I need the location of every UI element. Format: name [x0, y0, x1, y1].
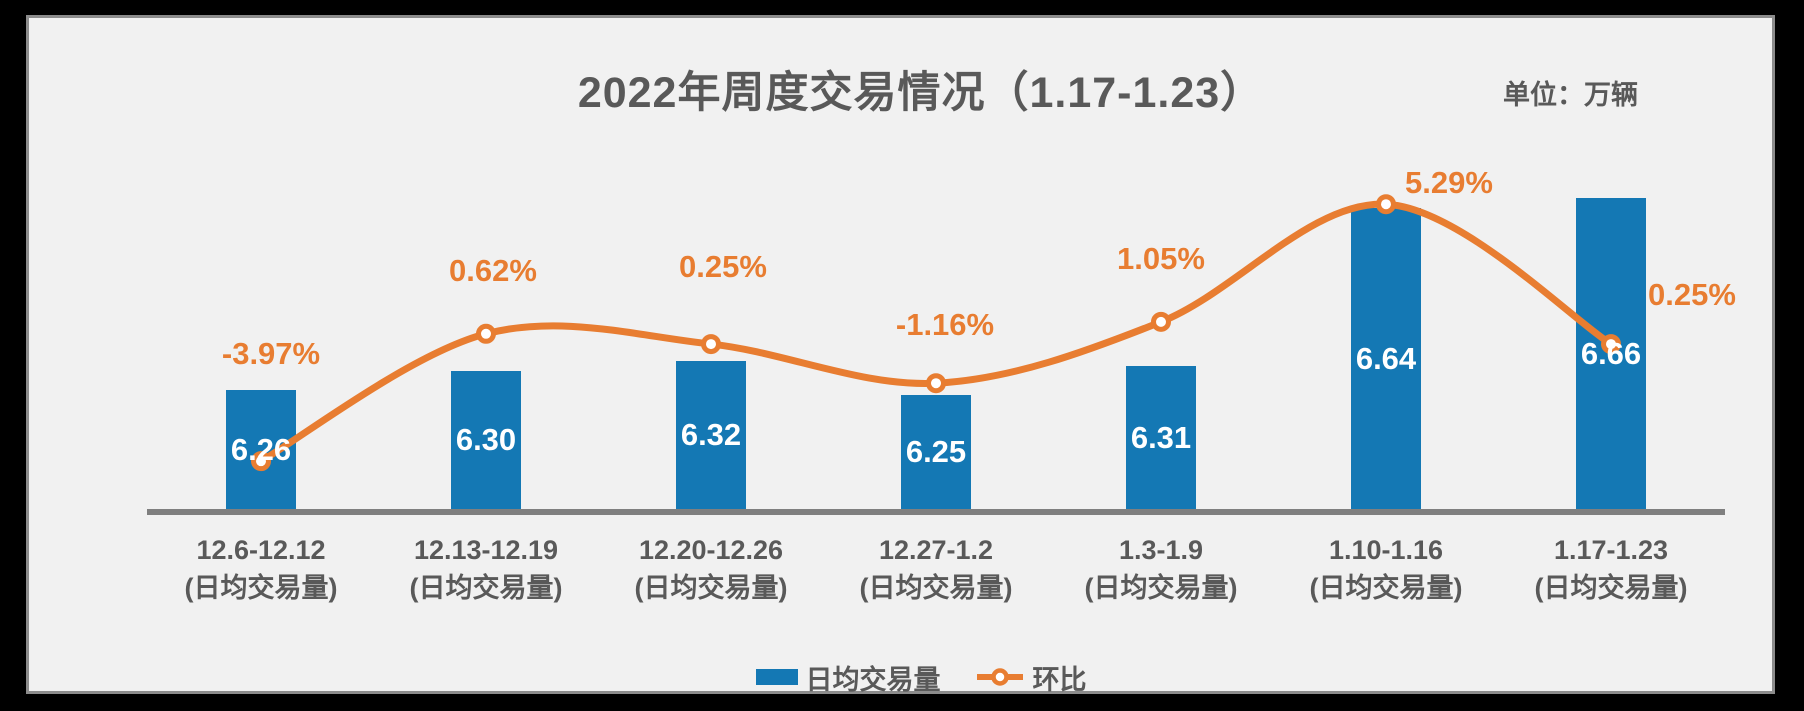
pct-change-label: 1.05%: [1117, 240, 1205, 276]
bar-value-label: 6.30: [455, 422, 517, 457]
bar-value-label: 6.66: [1580, 335, 1642, 371]
legend: 日均交易量 环比: [29, 662, 1804, 695]
x-axis-label: 12.6-12.12 (日均交易量): [131, 531, 391, 607]
legend-bar-label: 日均交易量: [805, 664, 941, 695]
pct-change-label: 5.29%: [1405, 165, 1493, 201]
line-point-marker-icon: [476, 323, 496, 344]
x-axis-label: 12.27-1.2 (日均交易量): [806, 531, 1066, 607]
chart-title: 2022年周度交易情况（1.17-1.23）: [577, 69, 1265, 117]
category-label: 12.27-1.2: [878, 535, 994, 565]
category-subtitle: (日均交易量): [859, 573, 1013, 603]
pct-change-label: -3.97%: [221, 336, 321, 372]
category-subtitle: (日均交易量): [1084, 573, 1238, 603]
bar-value-label: 6.31: [1130, 419, 1192, 455]
bar-value-label: 6.32: [680, 417, 742, 452]
pct-change-label: 0.25%: [1648, 277, 1736, 313]
category-label: 1.3-1.9: [1118, 535, 1204, 565]
bar-value-label: 6.64: [1355, 340, 1417, 376]
bar-value-label: 6.25: [905, 434, 967, 469]
x-axis-label: 12.20-12.26 (日均交易量): [581, 531, 841, 607]
x-axis-label: 1.10-1.16 (日均交易量): [1256, 531, 1516, 607]
category-label: 1.10-1.16: [1328, 535, 1444, 565]
category-label: 12.13-12.19: [413, 535, 559, 565]
legend-line-label: 环比: [1032, 664, 1087, 695]
pct-change-label: 0.25%: [679, 249, 767, 285]
category-subtitle: (日均交易量): [184, 573, 338, 603]
legend-bar-swatch-icon: [755, 669, 798, 685]
x-axis-line: [147, 509, 1725, 515]
category-subtitle: (日均交易量): [409, 573, 563, 603]
category-label: 1.17-1.23: [1553, 535, 1669, 565]
pct-change-label: -1.16%: [895, 307, 995, 343]
category-subtitle: (日均交易量): [634, 573, 788, 603]
pct-change-label: 0.62%: [449, 252, 537, 288]
bar-value-label: 6.26: [230, 431, 292, 467]
line-point-marker-icon: [701, 334, 721, 355]
line-point-marker-icon: [1151, 311, 1171, 332]
category-label: 12.20-12.26: [638, 535, 784, 565]
x-axis-label: 1.17-1.23 (日均交易量): [1481, 531, 1741, 607]
category-subtitle: (日均交易量): [1309, 573, 1463, 603]
x-axis-label: 12.13-12.19 (日均交易量): [356, 531, 616, 607]
category-subtitle: (日均交易量): [1534, 573, 1688, 603]
x-axis-label: 1.3-1.9 (日均交易量): [1031, 531, 1291, 607]
line-point-marker-icon: [926, 373, 946, 394]
unit-label: 单位：万辆: [1503, 80, 1638, 110]
category-label: 12.6-12.12: [196, 535, 326, 565]
legend-line-marker-icon: [976, 668, 1023, 686]
chart-panel: 2022年周度交易情况（1.17-1.23） 单位：万辆 6.26 12.6-12…: [26, 15, 1775, 695]
